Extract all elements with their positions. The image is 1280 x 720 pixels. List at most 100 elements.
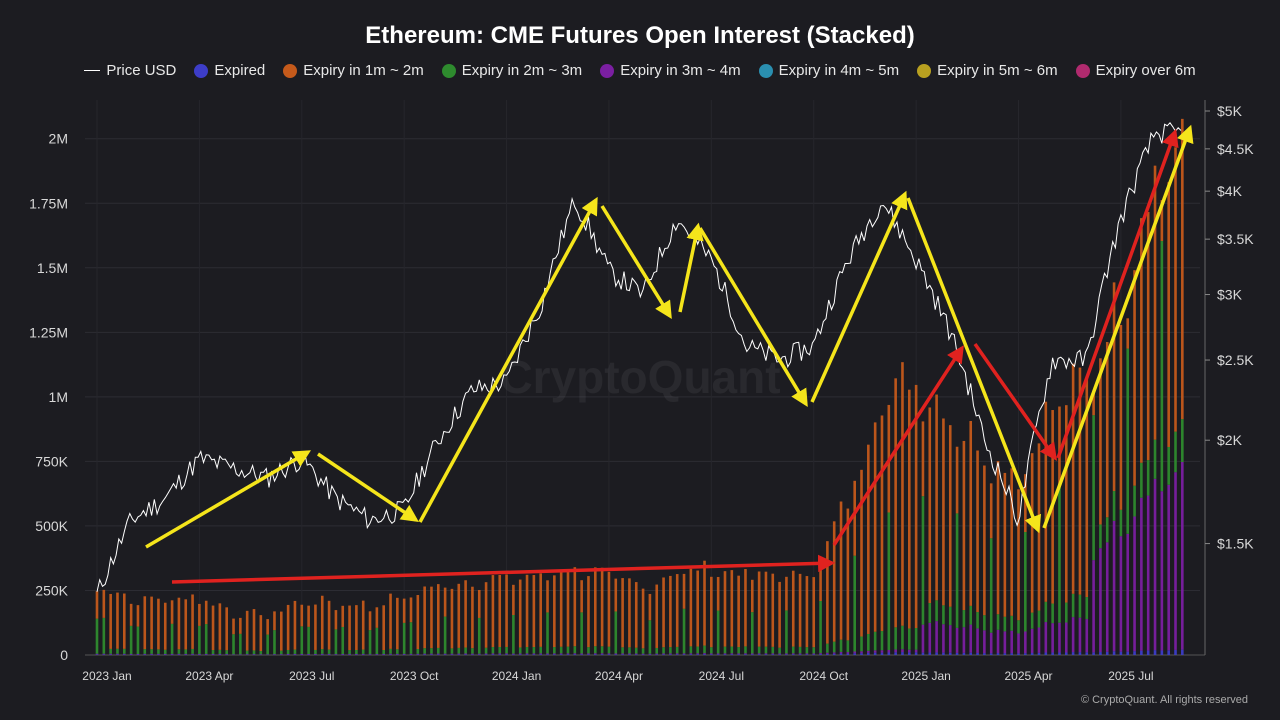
oi-bar-segment xyxy=(539,653,542,655)
oi-bar-segment xyxy=(730,646,734,654)
oi-bar-segment xyxy=(498,654,502,655)
oi-bar-segment xyxy=(334,629,338,655)
oi-bar-segment xyxy=(1099,548,1102,653)
oi-bar-segment xyxy=(675,574,679,647)
legend-item[interactable]: Expiry in 2m ~ 3m xyxy=(441,62,582,79)
oi-bar-segment xyxy=(232,634,235,655)
legend-item[interactable]: Expiry over 6m xyxy=(1075,62,1196,79)
oi-bar-segment xyxy=(437,647,440,654)
oi-bar-segment xyxy=(860,636,863,652)
oi-bar-segment xyxy=(402,622,406,654)
oi-bar-segment xyxy=(989,538,993,633)
oi-bar-segment xyxy=(266,619,269,635)
x-tick-label: 2024 Apr xyxy=(595,669,643,683)
oi-bar-segment xyxy=(293,654,297,655)
oi-bar-segment xyxy=(320,649,324,654)
oi-bar-segment xyxy=(914,384,918,628)
oi-bar-segment xyxy=(853,653,856,655)
oi-bar-segment xyxy=(348,605,351,651)
legend-label: Expiry in 1m ~ 2m xyxy=(303,62,424,79)
oi-bar-segment xyxy=(1092,652,1095,655)
oi-bar-segment xyxy=(198,653,201,655)
oi-bar-segment xyxy=(477,589,481,618)
oi-bar-segment xyxy=(437,653,440,655)
oi-bar-segment xyxy=(184,599,188,650)
oi-bar-segment xyxy=(948,652,952,655)
oi-bar-segment xyxy=(314,654,317,655)
legend-item[interactable]: Expired xyxy=(194,62,265,79)
oi-bar-segment xyxy=(471,653,474,655)
oi-bar-segment xyxy=(471,648,474,654)
oi-bar-segment xyxy=(471,586,474,649)
oi-bar-segment xyxy=(1119,325,1123,510)
legend-item[interactable]: Price USD xyxy=(84,62,176,79)
bars-layer xyxy=(95,118,1184,655)
x-tick-label: 2025 Jan xyxy=(901,669,950,683)
oi-bar-segment xyxy=(518,653,522,655)
oi-bar-segment xyxy=(512,614,515,654)
oi-bar-segment xyxy=(655,653,659,655)
legend-swatch xyxy=(917,63,932,78)
oi-bar-segment xyxy=(341,626,345,655)
oi-bar-segment xyxy=(689,654,693,655)
oi-bar-segment xyxy=(600,653,604,655)
oi-bar-segment xyxy=(1140,462,1143,498)
oi-bar-segment xyxy=(962,610,966,628)
legend-item[interactable]: Expiry in 4m ~ 5m xyxy=(758,62,899,79)
oi-bar-segment xyxy=(218,654,222,655)
oi-bar-segment xyxy=(1078,594,1082,618)
oi-bar-segment xyxy=(1024,653,1027,655)
oi-bar-segment xyxy=(1092,415,1095,561)
legend-item[interactable]: Expiry in 3m ~ 4m xyxy=(600,62,741,79)
oi-bar-segment xyxy=(1051,623,1054,653)
oi-bar-segment xyxy=(348,650,351,655)
oi-bar-segment xyxy=(1167,446,1170,485)
oi-bar-segment xyxy=(812,654,816,655)
legend-item[interactable]: Expiry in 1m ~ 2m xyxy=(283,62,424,79)
oi-bar-segment xyxy=(682,653,686,655)
oi-bar-segment xyxy=(996,653,1000,655)
oi-bar-segment xyxy=(361,654,365,655)
oi-bar-segment xyxy=(1071,652,1075,655)
oi-bar-segment xyxy=(907,628,911,650)
oi-bar-segment xyxy=(935,621,938,653)
oi-bar-segment xyxy=(764,646,768,654)
oi-bar-segment xyxy=(170,600,174,624)
oi-bar-segment xyxy=(805,654,809,655)
oi-bar-segment xyxy=(1051,603,1054,624)
watermark: CryptoQuant xyxy=(499,351,780,403)
oi-bar-segment xyxy=(983,630,986,654)
oi-bar-segment xyxy=(512,654,515,655)
oi-bar-segment xyxy=(1126,533,1130,652)
oi-bar-segment xyxy=(327,649,331,654)
legend-swatch xyxy=(441,63,456,78)
oi-bar-segment xyxy=(1133,485,1136,517)
x-tick-label: 2023 Apr xyxy=(185,669,233,683)
oi-bar-segment xyxy=(948,606,952,626)
oi-bar-segment xyxy=(791,654,795,655)
legend: Price USD Expired Expiry in 1m ~ 2m Expiry … xyxy=(0,62,1280,79)
oi-bar-segment xyxy=(669,647,672,654)
oi-bar-segment xyxy=(593,646,597,654)
oi-bar-segment xyxy=(730,653,734,655)
oi-bar-segment xyxy=(539,654,542,655)
oi-bar-segment xyxy=(1024,474,1027,533)
oi-bar-segment xyxy=(976,450,979,613)
oi-bar-segment xyxy=(750,653,754,655)
oi-bar-segment xyxy=(901,649,904,653)
oi-bar-segment xyxy=(211,605,215,651)
legend-item[interactable]: Expiry in 5m ~ 6m xyxy=(917,62,1058,79)
oi-bar-segment xyxy=(163,653,167,655)
oi-bar-segment xyxy=(1146,495,1150,651)
oi-bar-segment xyxy=(1174,472,1177,650)
oi-bar-segment xyxy=(170,654,174,655)
oi-bar-segment xyxy=(566,571,570,647)
oi-bar-segment xyxy=(846,640,850,653)
oi-bar-segment xyxy=(505,574,508,647)
oi-bar-segment xyxy=(518,647,522,654)
oi-bar-segment xyxy=(744,653,747,655)
oi-bar-segment xyxy=(553,575,556,648)
oi-bar-segment xyxy=(409,653,413,655)
oi-bar-segment xyxy=(880,652,884,655)
oi-bar-segment xyxy=(914,652,918,655)
